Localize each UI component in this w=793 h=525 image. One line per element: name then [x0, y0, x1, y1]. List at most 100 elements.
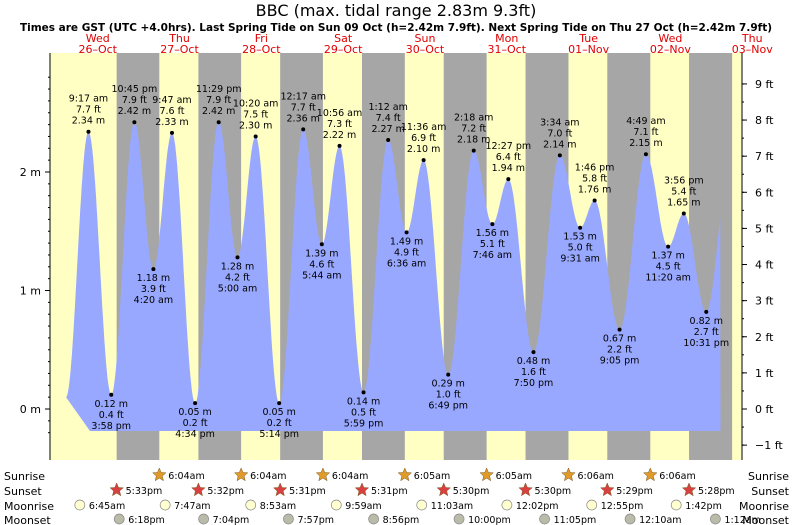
sunset-icon	[518, 482, 533, 497]
tide-point	[301, 127, 306, 132]
day-label-weekday: Tue	[578, 32, 598, 45]
tide-time: 1:46 pm	[575, 162, 615, 173]
tide-height-m: 0.29 m	[431, 379, 464, 390]
tide-height-ft: 6.4 ft	[496, 152, 521, 163]
moonrise-icon	[670, 499, 682, 511]
sunset-icon	[272, 482, 288, 497]
sunset-icon	[109, 482, 124, 497]
tide-point	[216, 120, 221, 125]
tide-time: 4:49 am	[626, 116, 665, 127]
moonset-time: 1:12am	[724, 515, 760, 525]
tide-point	[446, 372, 451, 377]
tide-point	[86, 129, 91, 134]
tide-point	[666, 244, 671, 249]
tide-height-ft: 5.4 ft	[671, 186, 696, 197]
left-axis-tick-label: 2 m	[20, 166, 41, 179]
sunrise-icon	[152, 467, 167, 482]
moonrise-icon	[159, 499, 171, 511]
sunset-icon	[436, 482, 452, 497]
day-label-weekday: Thu	[741, 32, 763, 45]
tide-time: 11:29 pm	[196, 84, 242, 95]
moonrise-icon	[245, 499, 257, 511]
day-label-weekday: Wed	[658, 32, 682, 45]
moonrise-time: 11:03am	[431, 501, 473, 512]
tide-point	[404, 230, 409, 235]
right-axis-tick-label: 3 ft	[755, 295, 774, 308]
tide-height-ft: 0.2 ft	[267, 418, 292, 429]
tide-point	[277, 401, 282, 406]
moonrise-icon	[74, 499, 86, 511]
moonrise-row-label-right: Moonrise	[739, 500, 789, 513]
tide-time: 10:31 pm	[683, 338, 729, 349]
tide-time: 10:56 am	[317, 108, 362, 119]
tide-point	[169, 130, 174, 135]
moonrise-time: 8:53am	[260, 501, 296, 512]
sunrise-time: 6:04am	[332, 471, 368, 482]
tide-time: 4:20 am	[134, 295, 173, 306]
moonset-time: 12:10am	[639, 515, 681, 525]
moonset-icon	[453, 513, 465, 525]
sunset-icon	[191, 482, 206, 497]
tide-height-m: 2.36 m	[287, 113, 320, 124]
tide-time: 7:50 pm	[514, 378, 554, 389]
tide-height-ft: 0.2 ft	[183, 418, 208, 429]
tide-height-m: 0.05 m	[178, 407, 211, 418]
sunrise-time: 6:05am	[496, 471, 532, 482]
sunset-row-label-right: Sunset	[751, 485, 789, 498]
tide-height-m: 1.28 m	[221, 261, 254, 272]
sunrise-icon	[315, 467, 331, 482]
chart-subtitle: Times are GST (UTC +4.0hrs). Last Spring…	[20, 22, 772, 34]
tide-height-m: 0.82 m	[690, 316, 723, 327]
moonrise-time: 9:59am	[345, 501, 381, 512]
tide-height-m: 0.14 m	[347, 396, 380, 407]
tide-time: 1:12 am	[368, 102, 407, 113]
tide-point	[361, 390, 366, 395]
sunrise-icon	[397, 467, 413, 482]
tide-point	[643, 152, 648, 157]
day-label-weekday: Mon	[495, 32, 518, 45]
tide-height-ft: 0.5 ft	[351, 407, 376, 418]
sunset-icon	[599, 482, 615, 497]
tide-height-m: 0.67 m	[603, 334, 636, 345]
sunset-time: 5:28pm	[698, 486, 735, 497]
astro-rows: Sunrise Sunrise 6:04am 6:04am 6:04am 6:05am 6:…	[4, 467, 790, 525]
sunset-time: 5:29pm	[616, 486, 653, 497]
tide-height-m: 1.39 m	[305, 248, 338, 259]
sunset-time: 5:33pm	[126, 486, 163, 497]
day-label-weekday: Thu	[168, 32, 190, 45]
tide-height-m: 1.49 m	[390, 236, 423, 247]
tide-height-ft: 4.9 ft	[394, 247, 419, 258]
tide-point	[617, 327, 622, 332]
tide-height-ft: 7.3 ft	[327, 119, 352, 130]
moonrise-icon	[586, 499, 598, 511]
tide-height-ft: 2.7 ft	[694, 327, 719, 338]
tide-height-ft: 5.1 ft	[480, 239, 505, 250]
tide-time: 12:27 pm	[485, 141, 531, 152]
tide-point	[490, 222, 495, 227]
moonset-time: 6:18pm	[128, 515, 165, 525]
sunrise-icon	[642, 467, 658, 482]
tide-height-ft: 1.6 ft	[521, 367, 546, 378]
moonset-icon	[710, 513, 721, 525]
tide-time: 5:59 pm	[344, 418, 384, 429]
day-label-weekday: Fri	[255, 32, 268, 45]
tide-height-ft: 7.9 ft	[122, 95, 147, 106]
moonset-time: 11:05pm	[554, 515, 597, 525]
tide-height-ft: 4.5 ft	[656, 262, 681, 273]
tide-point	[578, 225, 583, 230]
tide-height-ft: 7.4 ft	[376, 113, 401, 124]
tide-height-m: 2.15 m	[629, 138, 662, 149]
tide-time: 5:14 pm	[259, 429, 299, 440]
tide-time: 6:49 pm	[428, 401, 468, 412]
tide-time: 2:18 am	[454, 113, 493, 124]
sunrise-icon	[233, 467, 249, 482]
tide-height-m: 0.05 m	[262, 407, 295, 418]
sunrise-time: 6:06am	[659, 471, 695, 482]
tide-time: 5:00 am	[218, 283, 257, 294]
day-label-date: 31–Oct	[488, 43, 527, 56]
right-axis-tick-label: 5 ft	[755, 222, 774, 235]
tide-point	[193, 401, 198, 406]
tide-point	[132, 120, 137, 125]
moonset-icon	[624, 513, 636, 525]
